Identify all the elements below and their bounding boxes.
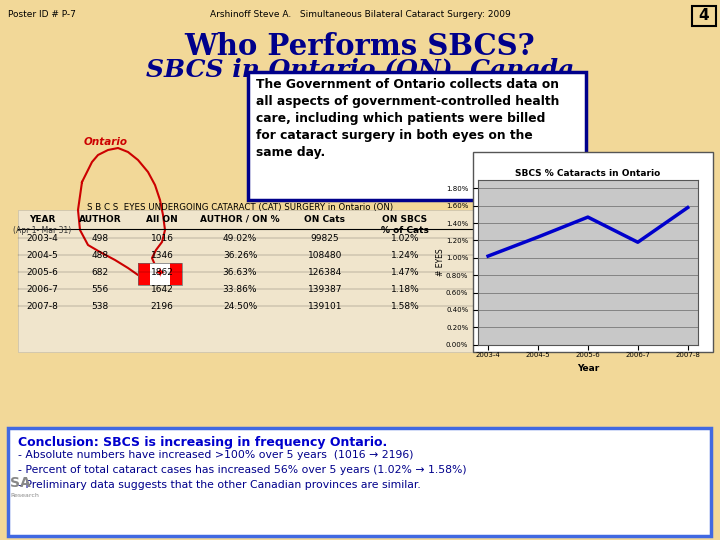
Text: The Government of Ontario collects data on
all aspects of government-controlled : The Government of Ontario collects data … [256, 78, 559, 159]
Text: 538: 538 [91, 302, 109, 311]
Text: 108480: 108480 [308, 251, 342, 260]
Text: 99825: 99825 [311, 234, 339, 243]
Text: 2007-8: 2007-8 [26, 302, 58, 311]
Text: - Absolute numbers have increased >100% over 5 years  (1016 → 2196): - Absolute numbers have increased >100% … [18, 450, 413, 460]
Text: 2003-4: 2003-4 [26, 234, 58, 243]
Text: Research: Research [10, 493, 39, 498]
Text: Ontario: Ontario [84, 137, 128, 147]
Text: Arshinoff Steve A.   Simultaneous Bilateral Cataract Surgery: 2009: Arshinoff Steve A. Simultaneous Bilatera… [210, 10, 510, 19]
Text: 24.50%: 24.50% [223, 302, 257, 311]
Text: 2004-5: 2004-5 [26, 251, 58, 260]
Text: 36.63%: 36.63% [222, 268, 257, 277]
Text: 498: 498 [91, 234, 109, 243]
Text: ✦: ✦ [155, 267, 166, 280]
Text: 139101: 139101 [307, 302, 342, 311]
Text: 1.02%: 1.02% [391, 234, 419, 243]
Text: ON SBCS: ON SBCS [382, 215, 428, 224]
Text: 1346: 1346 [150, 251, 174, 260]
Text: 2196: 2196 [150, 302, 174, 311]
Text: 126384: 126384 [308, 268, 342, 277]
Text: 1.24%: 1.24% [391, 251, 419, 260]
Text: 1016: 1016 [150, 234, 174, 243]
Text: 682: 682 [91, 268, 109, 277]
Text: 556: 556 [91, 285, 109, 294]
Title: SBCS % Cataracts in Ontario: SBCS % Cataracts in Ontario [516, 168, 660, 178]
FancyBboxPatch shape [8, 428, 711, 536]
Text: 4: 4 [698, 9, 709, 24]
Text: AUTHOR: AUTHOR [78, 215, 121, 224]
Bar [18, 210, 480, 352]
Text: 488: 488 [91, 251, 109, 260]
Text: 1.18%: 1.18% [391, 285, 419, 294]
Text: AUTHOR / ON %: AUTHOR / ON % [200, 215, 280, 224]
Text: Who Performs SBCS?: Who Performs SBCS? [185, 32, 535, 61]
Bar [170, 263, 182, 285]
Text: 1.47%: 1.47% [391, 268, 419, 277]
FancyBboxPatch shape [248, 72, 586, 200]
Text: 1642: 1642 [150, 285, 174, 294]
Text: - Percent of total cataract cases has increased 56% over 5 years (1.02% → 1.58%): - Percent of total cataract cases has in… [18, 465, 467, 475]
X-axis label: Year: Year [577, 364, 599, 373]
Y-axis label: # EYES: # EYES [436, 248, 444, 276]
Text: Conclusion: SBCS is increasing in frequency Ontario.: Conclusion: SBCS is increasing in freque… [18, 436, 387, 449]
Text: S B C S  EYES UNDERGOING CATARACT (CAT) SURGERY in Ontario (ON): S B C S EYES UNDERGOING CATARACT (CAT) S… [87, 203, 393, 212]
Text: 1.58%: 1.58% [391, 302, 419, 311]
Text: - Preliminary data suggests that the other Canadian provinces are similar.: - Preliminary data suggests that the oth… [18, 480, 420, 490]
Text: SBCS in Ontario (ON), Canada: SBCS in Ontario (ON), Canada [146, 57, 574, 81]
Text: 49.02%: 49.02% [223, 234, 257, 243]
Text: SA: SA [10, 476, 31, 490]
Text: (Apr 1- Mar 31): (Apr 1- Mar 31) [13, 226, 71, 235]
FancyBboxPatch shape [692, 6, 716, 26]
Text: 33.86%: 33.86% [222, 285, 257, 294]
Bar [138, 263, 150, 285]
Text: All ON: All ON [146, 215, 178, 224]
Bar [150, 263, 170, 285]
Text: YEAR: YEAR [29, 215, 55, 224]
Bar [138, 263, 182, 285]
Text: 139387: 139387 [307, 285, 342, 294]
Text: 1862: 1862 [150, 268, 174, 277]
Text: Poster ID # P-7: Poster ID # P-7 [8, 10, 76, 19]
Text: ON Cats: ON Cats [305, 215, 346, 224]
Text: % of Cats: % of Cats [381, 226, 429, 235]
Text: 2006-7: 2006-7 [26, 285, 58, 294]
Text: 2005-6: 2005-6 [26, 268, 58, 277]
Bar [473, 152, 713, 352]
Text: 36.26%: 36.26% [222, 251, 257, 260]
